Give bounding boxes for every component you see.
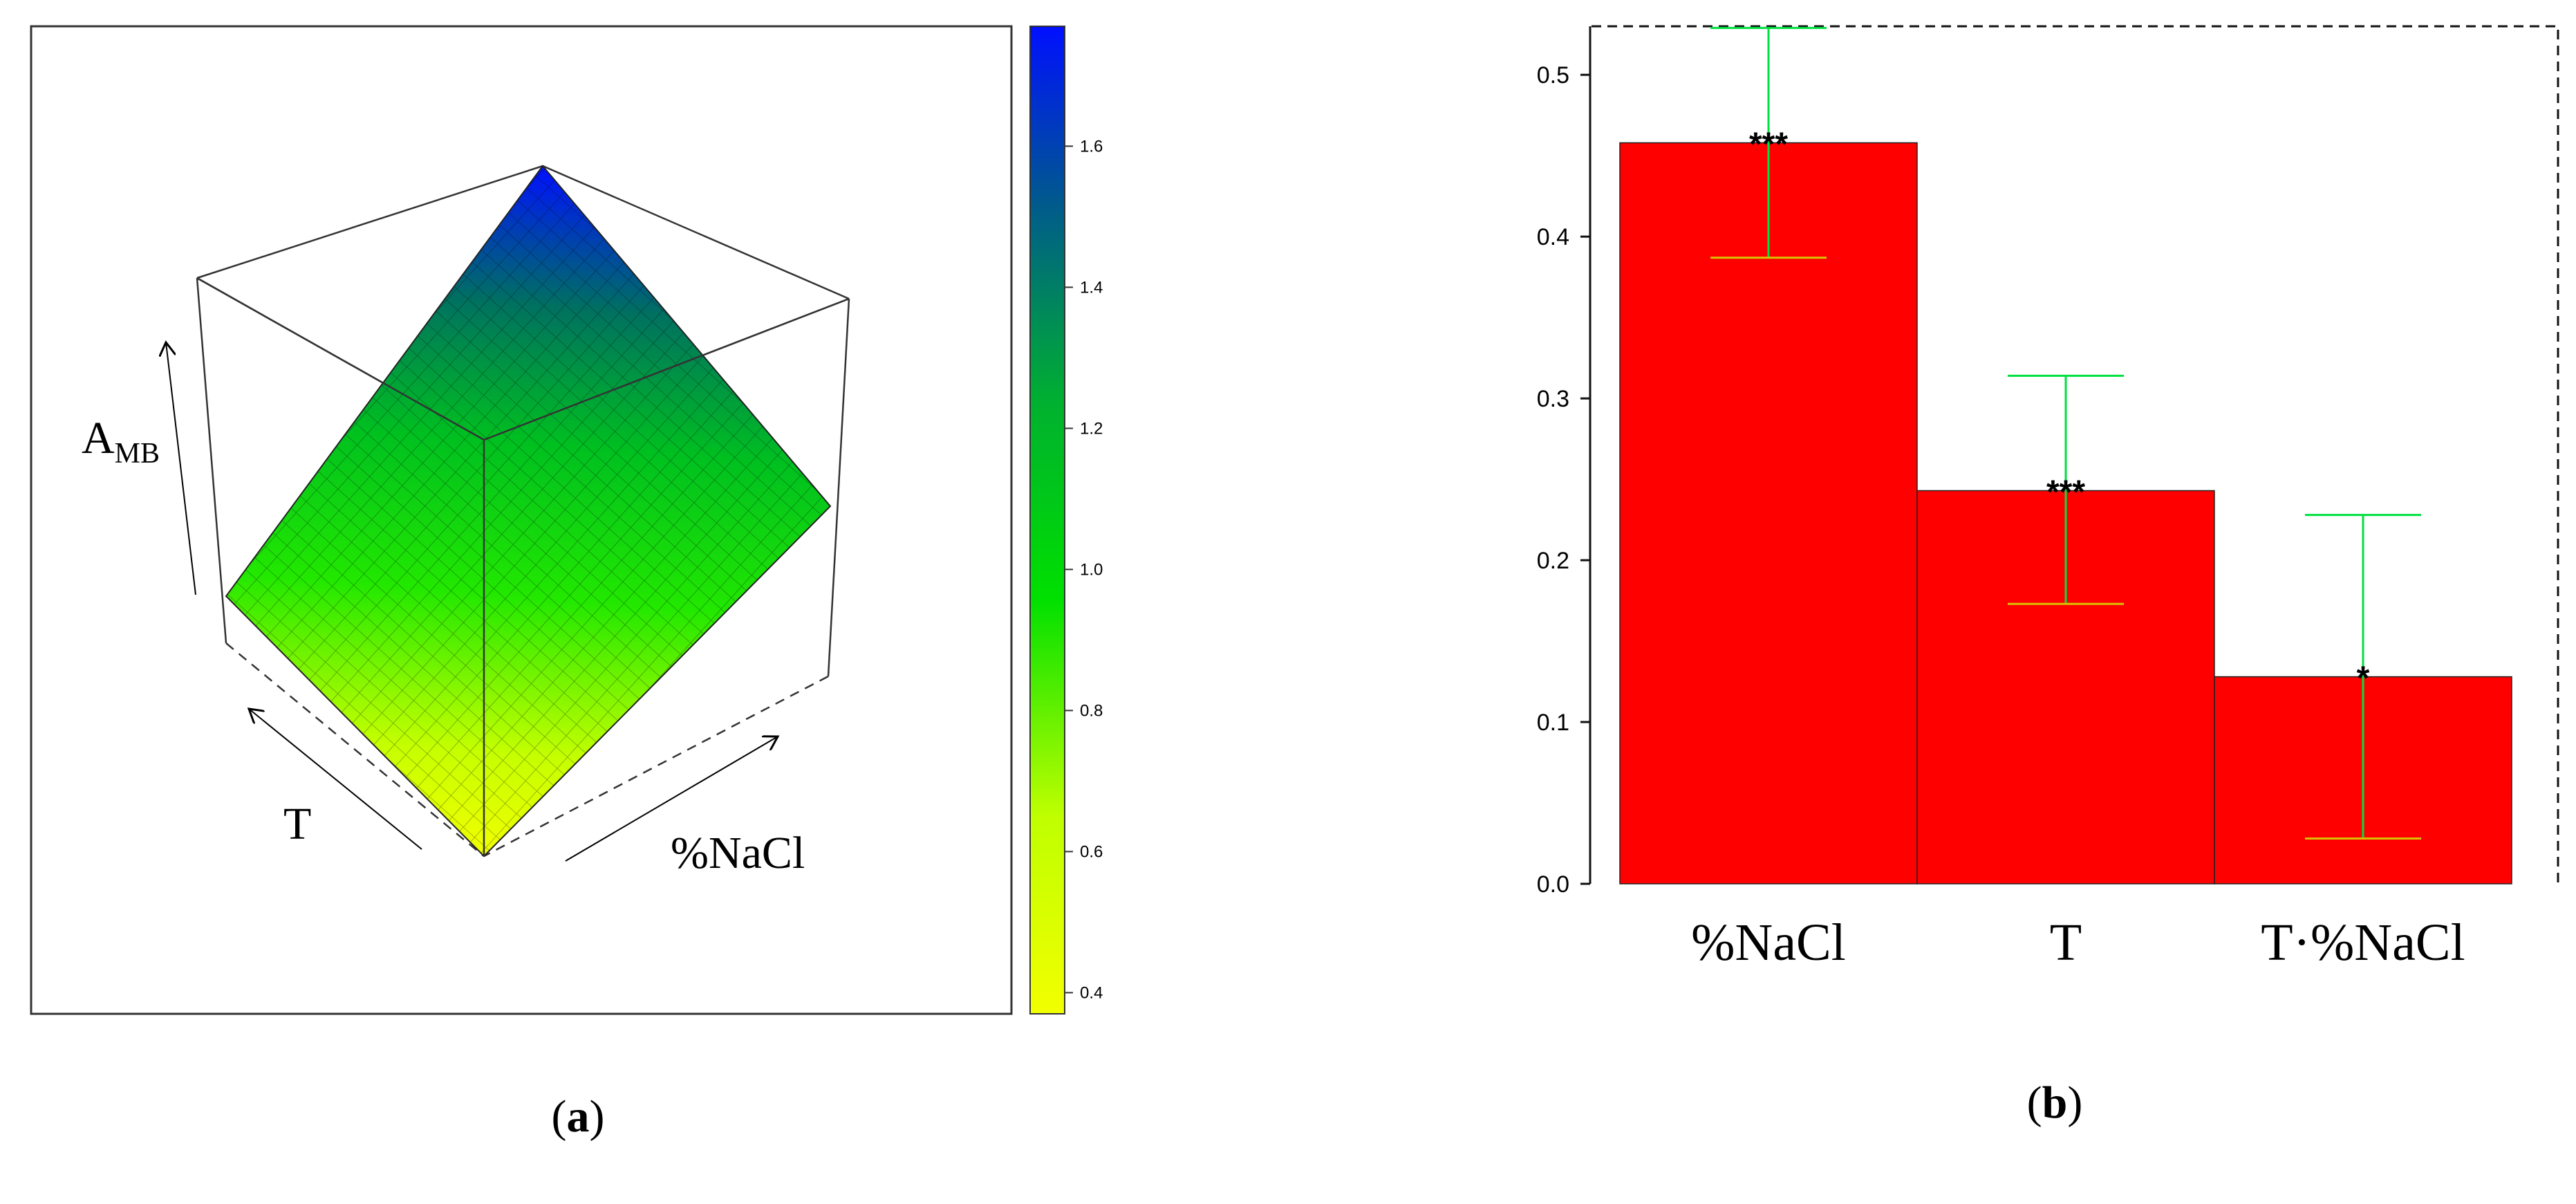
y-axis-arrow: [565, 737, 778, 862]
colorbar-tick-label: 0.8: [1080, 701, 1103, 720]
colorbar-tick-label: 1.0: [1080, 560, 1103, 579]
y-tick-label: 0.3: [1537, 386, 1569, 412]
caption-b: (b): [2027, 1077, 2083, 1128]
x-tick-label: %NaCl: [1691, 914, 1846, 972]
box-front-edges: [196, 277, 850, 856]
panel-b-bar-chart: 0.00.10.20.30.40.5 ******* %NaCl T T·%NaCl…: [1537, 25, 2559, 1128]
colorbar-tick-label: 0.6: [1080, 842, 1103, 861]
x-tick-label: T: [2050, 914, 2082, 972]
significance-label: ***: [1749, 126, 1788, 163]
colorbar-tick-label: 1.4: [1080, 278, 1103, 297]
bar: [1619, 142, 1918, 885]
significance-label: *: [2357, 660, 2370, 697]
y-axis-ticks: 0.0 0.1 0.2 0.3 0.4 0.5: [1537, 62, 1590, 898]
y-tick-label: 0.5: [1537, 62, 1569, 89]
y-axis-label: %NaCl: [671, 828, 805, 878]
x-axis-label: T: [283, 799, 311, 849]
colorbar-gradient: [1029, 26, 1065, 1015]
colorbar-tick-label: 0.4: [1080, 983, 1103, 1002]
x-axis-labels: %NaCl T T·%NaCl: [1691, 914, 2465, 972]
x-axis-arrow: [249, 709, 422, 850]
caption-a: (a): [552, 1091, 605, 1142]
z-axis-arrow: [166, 342, 196, 595]
colorbar-ticks: 1.6 1.4 1.2 1.0 0.8 0.6 0.4: [1065, 137, 1103, 1002]
box-hidden-edges: [225, 642, 829, 858]
axis-arrows: [166, 342, 778, 862]
y-tick-label: 0.2: [1537, 548, 1569, 574]
y-tick-label: 0.1: [1537, 710, 1569, 736]
plot-box-dashed: [1589, 25, 2559, 884]
z-axis-label: AMB: [82, 413, 160, 470]
colorbar: 1.6 1.4 1.2 1.0 0.8 0.6 0.4: [1029, 26, 1103, 1015]
colorbar-tick-label: 1.6: [1080, 137, 1103, 156]
colorbar-tick-label: 1.2: [1080, 419, 1103, 438]
bars: *******: [1619, 26, 2512, 885]
y-tick-label: 0.0: [1537, 871, 1569, 898]
panel-a-surface-plot: AMB T %NaCl 1.6 1.4 1.2 1.0 0.8 0.6 0.4 (a): [30, 25, 1103, 1142]
y-tick-label: 0.4: [1537, 224, 1569, 250]
significance-label: ***: [2046, 474, 2085, 510]
x-tick-label: T·%NaCl: [2261, 914, 2465, 972]
